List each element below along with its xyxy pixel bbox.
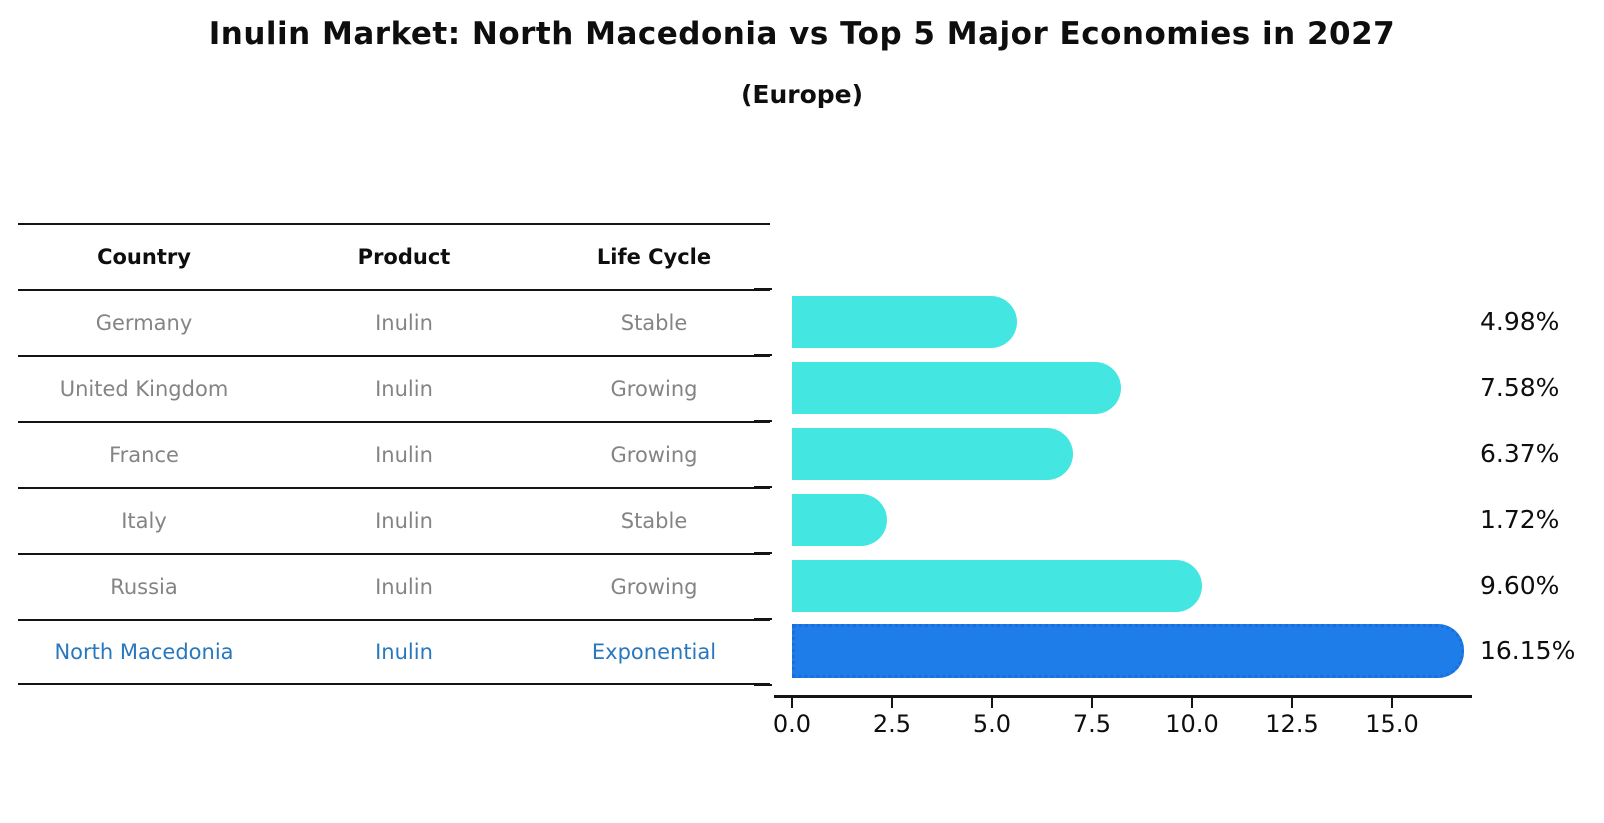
cell-country: Russia — [110, 575, 178, 599]
x-axis-line — [774, 695, 1472, 698]
y-axis-tick — [754, 486, 772, 488]
column-header-life-cycle: Life Cycle — [596, 245, 712, 269]
table-row: France Inulin Growing — [18, 421, 770, 487]
x-tick-label: 2.5 — [872, 710, 912, 738]
cell-country: North Macedonia — [54, 640, 234, 664]
x-axis-tick — [1391, 698, 1393, 708]
bar-russia — [792, 560, 1202, 612]
value-label: 9.60% — [1480, 571, 1560, 600]
cell-product: Inulin — [375, 311, 433, 335]
x-axis-tick — [1191, 698, 1193, 708]
x-tick-label: 5.0 — [972, 710, 1012, 738]
x-axis-tick — [891, 698, 893, 708]
x-tick-label: 15.0 — [1365, 710, 1419, 738]
column-header-country: Country — [97, 245, 191, 269]
country-table: Country Product Life Cycle Germany Inuli… — [18, 223, 770, 685]
chart-title: Inulin Market: North Macedonia vs Top 5 … — [208, 16, 1396, 52]
column-header-product: Product — [357, 245, 451, 269]
chart-subtitle: (Europe) — [740, 80, 864, 109]
bar-france — [792, 428, 1073, 480]
cell-life-cycle: Growing — [610, 443, 698, 467]
y-axis-tick — [754, 618, 772, 620]
cell-country: France — [109, 443, 179, 467]
x-tick-label: 7.5 — [1072, 710, 1112, 738]
cell-product: Inulin — [375, 443, 433, 467]
table-row: Italy Inulin Stable — [18, 487, 770, 553]
x-tick-label: 12.5 — [1265, 710, 1319, 738]
table-row: Germany Inulin Stable — [18, 289, 770, 355]
x-axis-tick — [791, 698, 793, 708]
bar-united-kingdom — [792, 362, 1122, 414]
cell-product: Inulin — [375, 377, 433, 401]
value-label: 1.72% — [1480, 505, 1560, 534]
x-axis-tick — [1291, 698, 1293, 708]
cell-product: Inulin — [375, 509, 433, 533]
bar-north-macedonia — [792, 624, 1464, 678]
bar-germany — [792, 296, 1018, 348]
cell-country: Italy — [121, 509, 167, 533]
cell-country: United Kingdom — [59, 377, 229, 401]
y-axis-tick — [754, 288, 772, 290]
x-tick-label: 10.0 — [1165, 710, 1219, 738]
table-row: United Kingdom Inulin Growing — [18, 355, 770, 421]
table-row: Russia Inulin Growing — [18, 553, 770, 619]
cell-life-cycle: Stable — [620, 311, 688, 335]
cell-product: Inulin — [375, 640, 433, 664]
y-axis-tick — [754, 354, 772, 356]
value-label: 4.98% — [1480, 307, 1560, 336]
cell-life-cycle: Growing — [610, 575, 698, 599]
cell-life-cycle: Exponential — [591, 640, 717, 664]
value-label: 7.58% — [1480, 373, 1560, 402]
table-row-highlight: North Macedonia Inulin Exponential — [18, 619, 770, 685]
y-axis-tick — [754, 552, 772, 554]
y-axis-tick — [754, 684, 772, 686]
bar-italy — [792, 494, 887, 546]
cell-product: Inulin — [375, 575, 433, 599]
y-axis-tick — [754, 420, 772, 422]
x-axis-tick — [1091, 698, 1093, 708]
cell-life-cycle: Growing — [610, 377, 698, 401]
cell-country: Germany — [95, 311, 193, 335]
table-header-row: Country Product Life Cycle — [18, 223, 770, 289]
value-label: 6.37% — [1480, 439, 1560, 468]
x-tick-label: 0.0 — [772, 710, 812, 738]
cell-life-cycle: Stable — [620, 509, 688, 533]
x-axis-tick — [991, 698, 993, 708]
value-label: 16.15% — [1480, 636, 1576, 665]
